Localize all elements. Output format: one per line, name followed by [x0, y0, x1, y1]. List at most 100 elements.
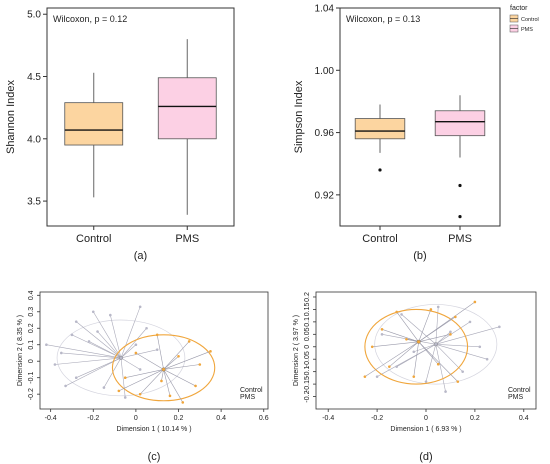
panel-c-point-control	[60, 351, 63, 355]
panel-d-ytick-label: 0.2	[304, 292, 311, 302]
legend-entry-pms: PMS	[521, 27, 533, 33]
panel-d-xtick-label: 0.4	[519, 415, 529, 422]
panel-a-ytick-label: 4.0	[27, 134, 41, 145]
panel-d-point-control	[424, 380, 428, 383]
panel-d-point-control	[478, 345, 482, 349]
panel-d-point-pms	[363, 375, 367, 378]
panel-a-annotation: Wilcoxon, p = 0.12	[53, 14, 127, 24]
panel-c-spider-line-control	[65, 357, 122, 387]
panel-d-spider-line-control	[435, 321, 471, 345]
panel-c-spider-line-pms	[135, 352, 164, 370]
panel-d-spider-line-pms	[413, 341, 419, 377]
panel-d-point-pms	[436, 362, 440, 366]
panel-c-spider-line-pms	[163, 369, 184, 403]
panel-c-spider-line-pms	[163, 369, 171, 396]
panel-c-point-control	[134, 343, 138, 347]
panel-d-point-pms	[456, 380, 460, 383]
panel-d-point-control	[380, 333, 384, 336]
panel-d-spider-line-pms	[389, 341, 419, 367]
panel-d-point-control	[395, 365, 398, 368]
panel-c-xtick-label: 0.6	[259, 415, 269, 422]
panel-c-point-control	[109, 313, 112, 317]
panel-d-spider-line-pms	[406, 339, 419, 343]
panel-d-point-pms	[454, 315, 457, 319]
panel-d-ytick-label: 0.15	[304, 303, 311, 317]
panel-c-spider-line-control	[46, 344, 122, 359]
panel-d-point-control	[468, 320, 472, 324]
panel-a-box-control	[64, 102, 124, 146]
panel-c-centroid-control	[118, 355, 123, 360]
panel-b-xtick-label: PMS	[448, 233, 472, 245]
panel-c-point-pms	[181, 401, 185, 404]
panel-d-ytick-label: -0.15	[304, 376, 311, 392]
panel-c-ytick-label: -0.2	[28, 388, 35, 400]
panel-d-point-pms	[380, 328, 384, 331]
panel-c-spider-line-pms	[125, 369, 164, 378]
panel-d-point-pms	[370, 345, 374, 349]
panel-c-ytick-label: 0.2	[28, 323, 35, 333]
panel-c-point-control	[91, 310, 95, 314]
panel-d-spider-line-pms	[418, 309, 432, 342]
panel-a-box-pms	[157, 77, 217, 140]
panel-c-spider-line-control	[61, 352, 121, 359]
panel-c-spider-line-pms	[163, 369, 196, 387]
panel-b-annotation: Wilcoxon, p = 0.13	[346, 14, 420, 24]
panel-d-point-control	[412, 350, 416, 354]
panel-c-point-pms	[155, 333, 159, 337]
panel-b-ytick-label: 1.04	[315, 4, 335, 15]
panel-c-spider-line-pms	[163, 351, 211, 370]
panel-d-point-pms	[449, 333, 452, 336]
panel-d-point-pms	[473, 300, 477, 304]
panel-b-ytick-label: 0.92	[315, 190, 335, 201]
panel-c-point-control	[145, 326, 148, 330]
panel-a-label: (a)	[134, 250, 147, 262]
panel-c-point-control	[87, 340, 91, 343]
panel-d-point-control	[449, 330, 452, 334]
panel-a-plot-frame	[46, 7, 235, 227]
panel-d-point-control	[400, 313, 403, 316]
panel-b-outlier-point	[458, 183, 462, 188]
panel-c-point-control	[74, 376, 78, 379]
panel-b-box-control	[354, 118, 406, 140]
panel-d-point-pms	[388, 365, 391, 368]
panel-b-ytick-label: 1.00	[315, 66, 335, 77]
panel-c-point-pms	[117, 389, 121, 393]
panel-c-point-pms	[160, 379, 163, 383]
panel-c-ytick-label: 0	[28, 359, 35, 363]
panel-c-spider-line-control	[120, 344, 137, 359]
panel-d-point-control	[461, 370, 464, 373]
panel-a-ytick-label: 3.5	[27, 197, 41, 208]
panel-c-point-pms	[187, 340, 191, 343]
panel-d-spider-line-control	[425, 344, 437, 382]
panel-d-ytick-label: 0.05	[304, 327, 311, 341]
panel-c-spider-line-control	[120, 357, 126, 398]
panel-d-ytick-label: 0.1	[304, 317, 311, 327]
panel-c-ytick-label: 0.4	[28, 290, 35, 300]
panel-d-spider-line-pms	[381, 329, 419, 343]
panel-d-ellipse-control	[374, 304, 498, 385]
panel-b-xtick-label: Control	[362, 233, 397, 245]
panel-d-point-control	[498, 325, 501, 329]
panel-d-ellipse-pms	[364, 308, 469, 385]
panel-a-ylabel: Shannon Index	[5, 79, 17, 154]
panel-c-ellipse-pms	[111, 334, 216, 402]
panel-d-point-pms	[429, 308, 433, 311]
panel-c-point-control	[74, 320, 78, 323]
panel-d-spider-line-control	[435, 343, 480, 348]
panel-c-point-pms	[198, 363, 202, 366]
panel-d-spider-line-control	[435, 326, 500, 345]
panel-d-point-pms	[405, 337, 408, 341]
panel-d-xtick-label: 0.2	[470, 415, 480, 422]
panel-a-ytick-label: 5.0	[27, 10, 41, 21]
panel-c-point-control	[45, 343, 48, 347]
panel-d-spider-line-pms	[418, 341, 458, 382]
panel-c-xlabel: Dimension 1 ( 10.14 % )	[116, 426, 191, 433]
panel-d-ytick-label: 0	[304, 345, 311, 349]
panel-c-legend-entry-pms: PMS	[240, 394, 256, 401]
panel-c-point-control	[102, 386, 106, 389]
panel-a-xtick-label: Control	[76, 233, 111, 245]
panel-c-spider-line-pms	[163, 341, 190, 370]
panel-c-ytick-label: 0.3	[28, 307, 35, 317]
panel-c-xtick-label: 0	[134, 415, 138, 422]
